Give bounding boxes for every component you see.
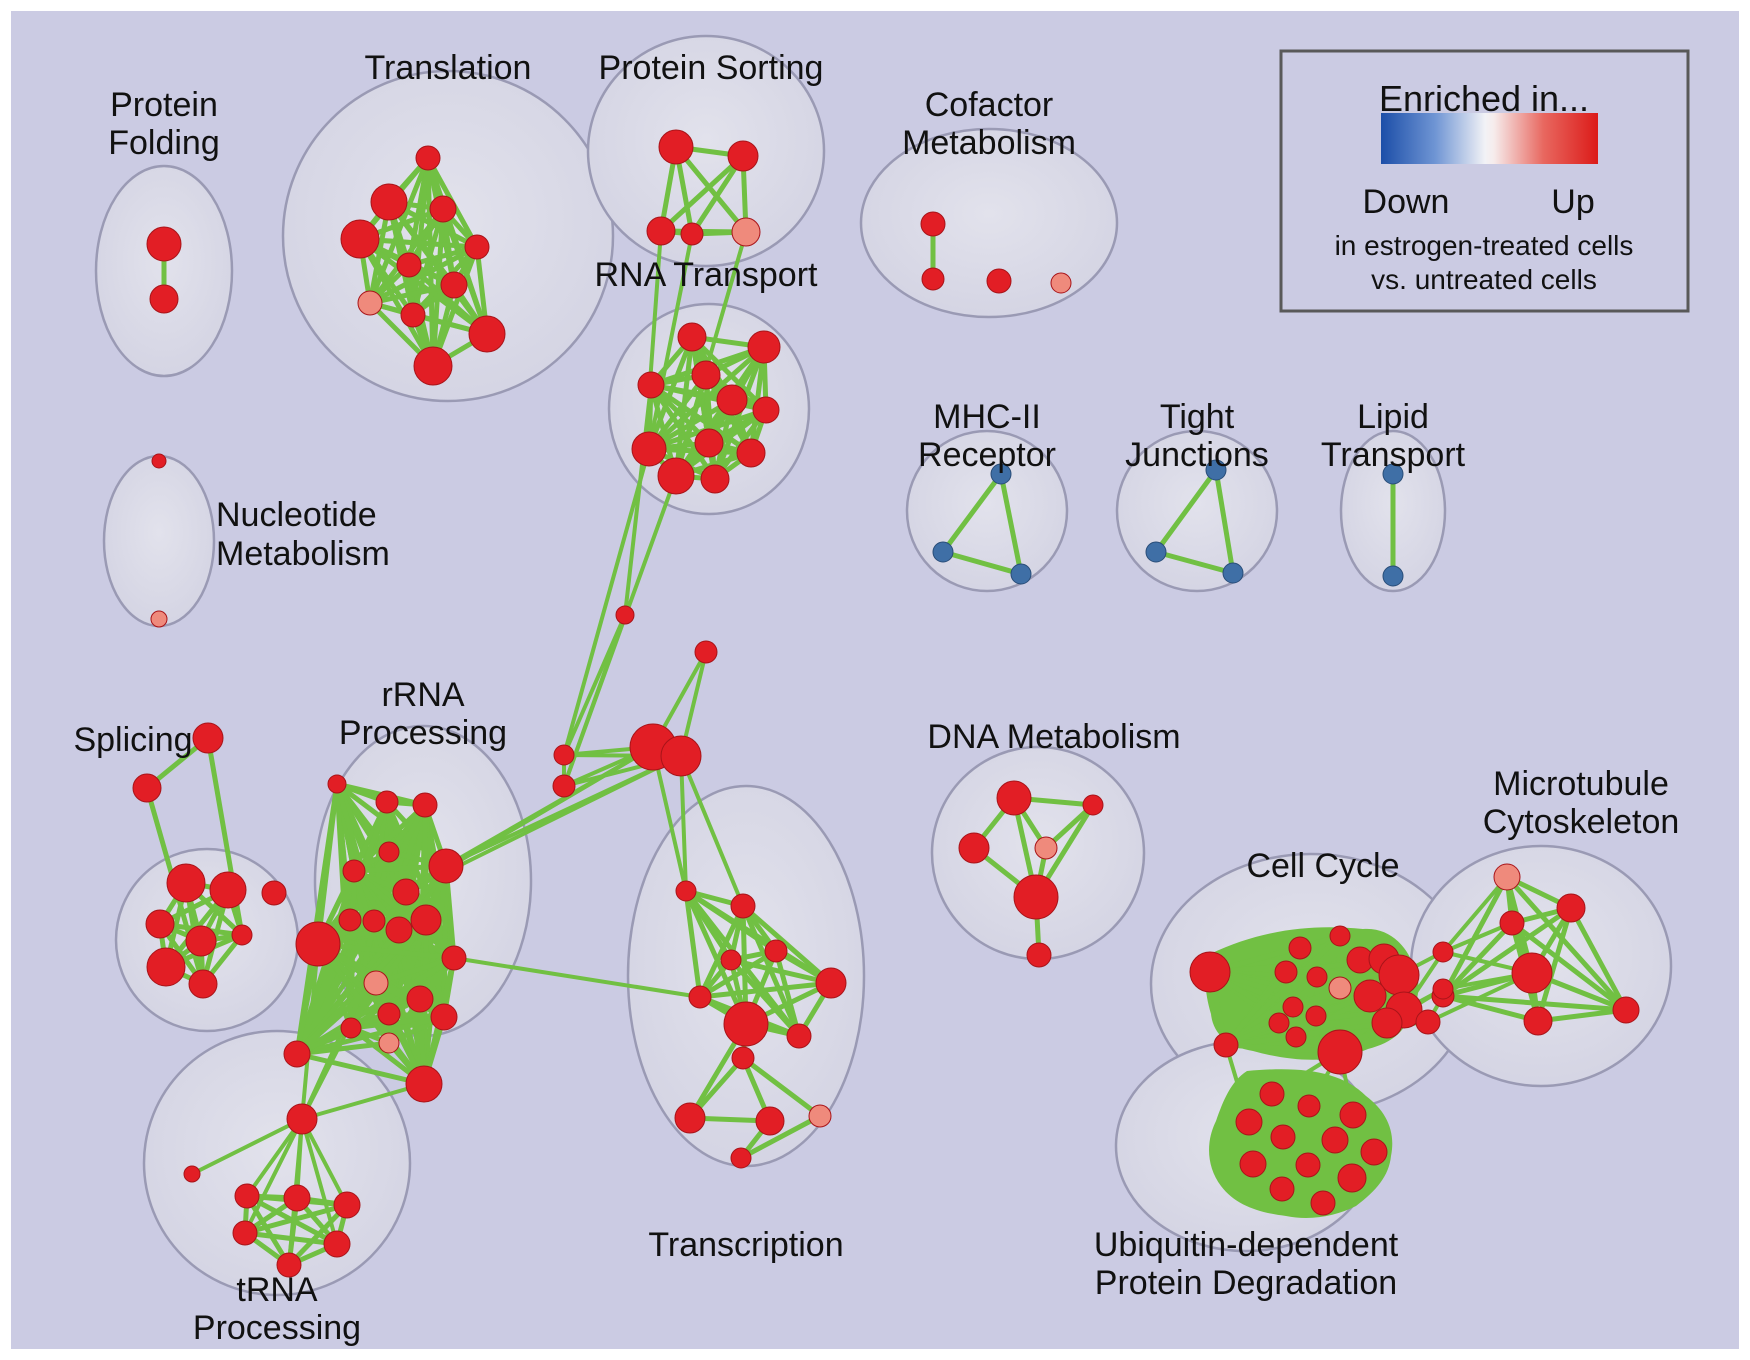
- svg-text:MHC-II: MHC-II: [933, 398, 1041, 436]
- svg-text:Cell Cycle: Cell Cycle: [1246, 847, 1399, 885]
- svg-text:Cytoskeleton: Cytoskeleton: [1483, 803, 1680, 841]
- svg-text:Splicing: Splicing: [73, 721, 192, 759]
- svg-text:RNA Transport: RNA Transport: [595, 256, 819, 294]
- svg-text:Nucleotide: Nucleotide: [216, 496, 377, 534]
- svg-text:Up: Up: [1551, 183, 1594, 221]
- svg-text:Protein Degradation: Protein Degradation: [1095, 1264, 1397, 1302]
- svg-text:Metabolism: Metabolism: [902, 124, 1076, 162]
- svg-text:Receptor: Receptor: [918, 436, 1056, 474]
- svg-text:rRNA: rRNA: [381, 676, 464, 714]
- svg-text:Lipid: Lipid: [1357, 398, 1429, 436]
- svg-text:DNA Metabolism: DNA Metabolism: [927, 718, 1180, 756]
- svg-text:Transcription: Transcription: [648, 1226, 843, 1264]
- svg-text:Down: Down: [1363, 183, 1450, 221]
- svg-text:Protein: Protein: [110, 86, 218, 124]
- svg-text:Processing: Processing: [193, 1309, 361, 1347]
- svg-text:Protein Sorting: Protein Sorting: [599, 49, 824, 87]
- svg-text:Ubiquitin-dependent: Ubiquitin-dependent: [1094, 1226, 1399, 1264]
- svg-text:in estrogen-treated cells: in estrogen-treated cells: [1335, 230, 1634, 261]
- svg-text:Cofactor: Cofactor: [925, 86, 1054, 124]
- svg-text:Junctions: Junctions: [1125, 436, 1269, 474]
- svg-text:Folding: Folding: [108, 124, 220, 162]
- svg-text:Enriched in...: Enriched in...: [1379, 78, 1589, 119]
- svg-text:tRNA: tRNA: [236, 1271, 318, 1309]
- svg-text:Microtubule: Microtubule: [1493, 765, 1669, 803]
- svg-text:Transport: Transport: [1321, 436, 1466, 474]
- svg-text:vs. untreated cells: vs. untreated cells: [1371, 264, 1597, 295]
- svg-text:Processing: Processing: [339, 714, 507, 752]
- svg-text:Translation: Translation: [365, 49, 532, 87]
- svg-text:Tight: Tight: [1160, 398, 1235, 436]
- svg-text:Metabolism: Metabolism: [216, 535, 390, 573]
